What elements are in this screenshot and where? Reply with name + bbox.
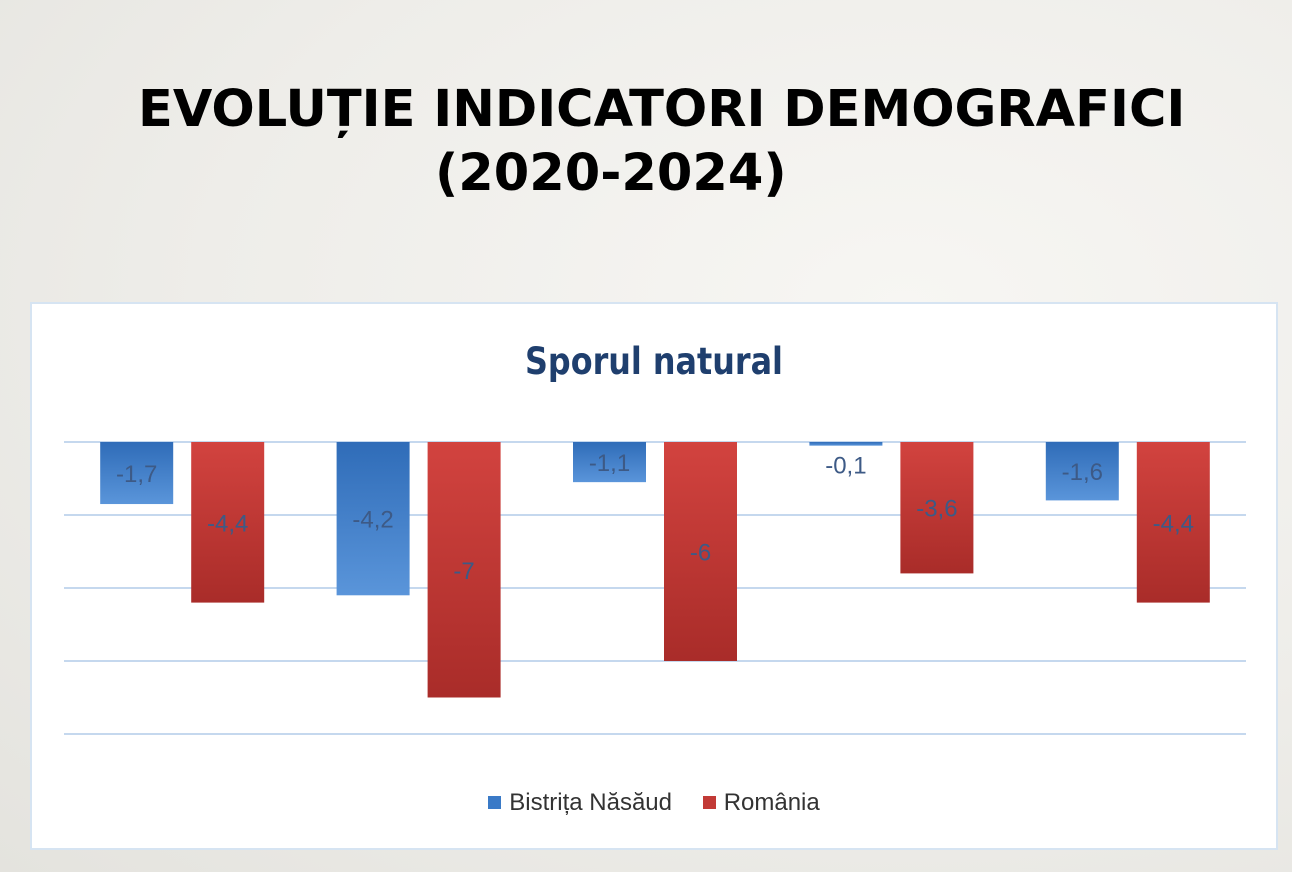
legend-item-series1: Bistrița Năsăud — [488, 789, 672, 817]
data-label-series1-5: -1,6 — [1062, 459, 1103, 486]
data-label-series2-3: -6 — [690, 540, 711, 567]
slide-title-line2: (2020-2024) — [435, 144, 787, 203]
data-label-series1-1: -1,7 — [116, 461, 157, 488]
data-label-series2-4: -3,6 — [916, 496, 957, 523]
data-label-series1-3: -1,1 — [589, 450, 630, 477]
bar-series2-2 — [427, 442, 501, 698]
slide-title-line1: EVOLUȚIE INDICATORI DEMOGRAFICI — [138, 80, 1186, 139]
bar-series2-3 — [664, 442, 737, 661]
bar-series2-1 — [191, 442, 265, 603]
data-label-series2-5: -4,4 — [1153, 510, 1194, 537]
data-label-series1-2: -4,2 — [352, 507, 393, 534]
legend-swatch-series2 — [702, 796, 716, 809]
legend-label-series1: Bistrița Năsăud — [509, 788, 673, 816]
chart-panel: Sporul natural -1,7 -4,4 -4,2 -7 -1,1 -6 -0,1-… — [30, 302, 1278, 850]
bar-series1-4 — [809, 442, 883, 446]
bar-series1-3 — [573, 442, 646, 483]
legend-swatch-series1 — [488, 796, 502, 809]
bar-series2-5 — [1136, 442, 1210, 603]
data-label-series1-4: -0,1 — [825, 453, 866, 480]
data-label-series2-2: -7 — [453, 558, 474, 585]
bar-series2-4 — [900, 442, 974, 574]
bar-series1-1 — [100, 442, 174, 505]
bar-chart: -1,7 -4,4 -4,2 -7 -1,1 -6 -0,1 -3,6 -1,6 -4,4 — [64, 441, 1246, 735]
legend-label-series2: România — [723, 788, 820, 816]
data-label-series2-1: -4,4 — [207, 510, 248, 537]
legend: Bistrița Năsăud România — [32, 788, 1276, 817]
legend-item-series2: România — [702, 788, 820, 817]
bar-series1-2 — [336, 442, 410, 596]
chart-title: Sporul natural — [525, 340, 783, 383]
bar-series1-5 — [1045, 442, 1119, 501]
